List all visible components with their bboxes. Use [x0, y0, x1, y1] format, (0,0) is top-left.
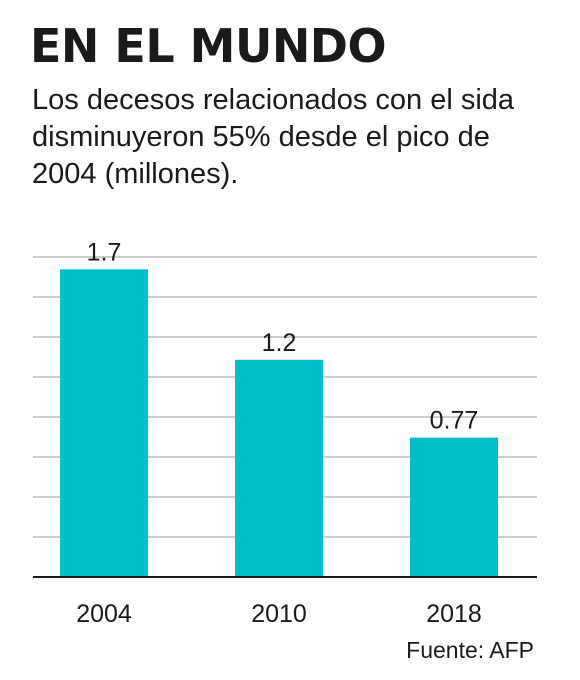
bar-2004 — [60, 269, 148, 577]
chart-title: EN EL MUNDO — [30, 19, 387, 73]
x-tick-label: 2018 — [426, 600, 482, 628]
value-label: 1.2 — [262, 329, 297, 357]
chart-subtitle: Los decesos relacionados con el sida dis… — [32, 82, 552, 193]
value-labels: 1.7 1.2 0.77 — [87, 238, 479, 434]
bars — [60, 269, 498, 577]
subtitle-line: 2004 (millones). — [32, 158, 239, 190]
value-label: 1.7 — [87, 238, 122, 266]
bar-2018 — [410, 437, 498, 577]
x-tick-label: 2010 — [251, 600, 307, 628]
x-tick-label: 2004 — [76, 600, 132, 628]
source-note: Fuente: AFP — [406, 637, 534, 663]
subtitle-line: Los decesos relacionados con el sida — [32, 84, 515, 116]
x-axis-ticks: 2004 2010 2018 — [76, 600, 482, 628]
value-label: 0.77 — [430, 407, 479, 435]
bar-2010 — [235, 359, 323, 577]
subtitle-line: disminuyeron 55% desde el pico de — [32, 121, 490, 153]
